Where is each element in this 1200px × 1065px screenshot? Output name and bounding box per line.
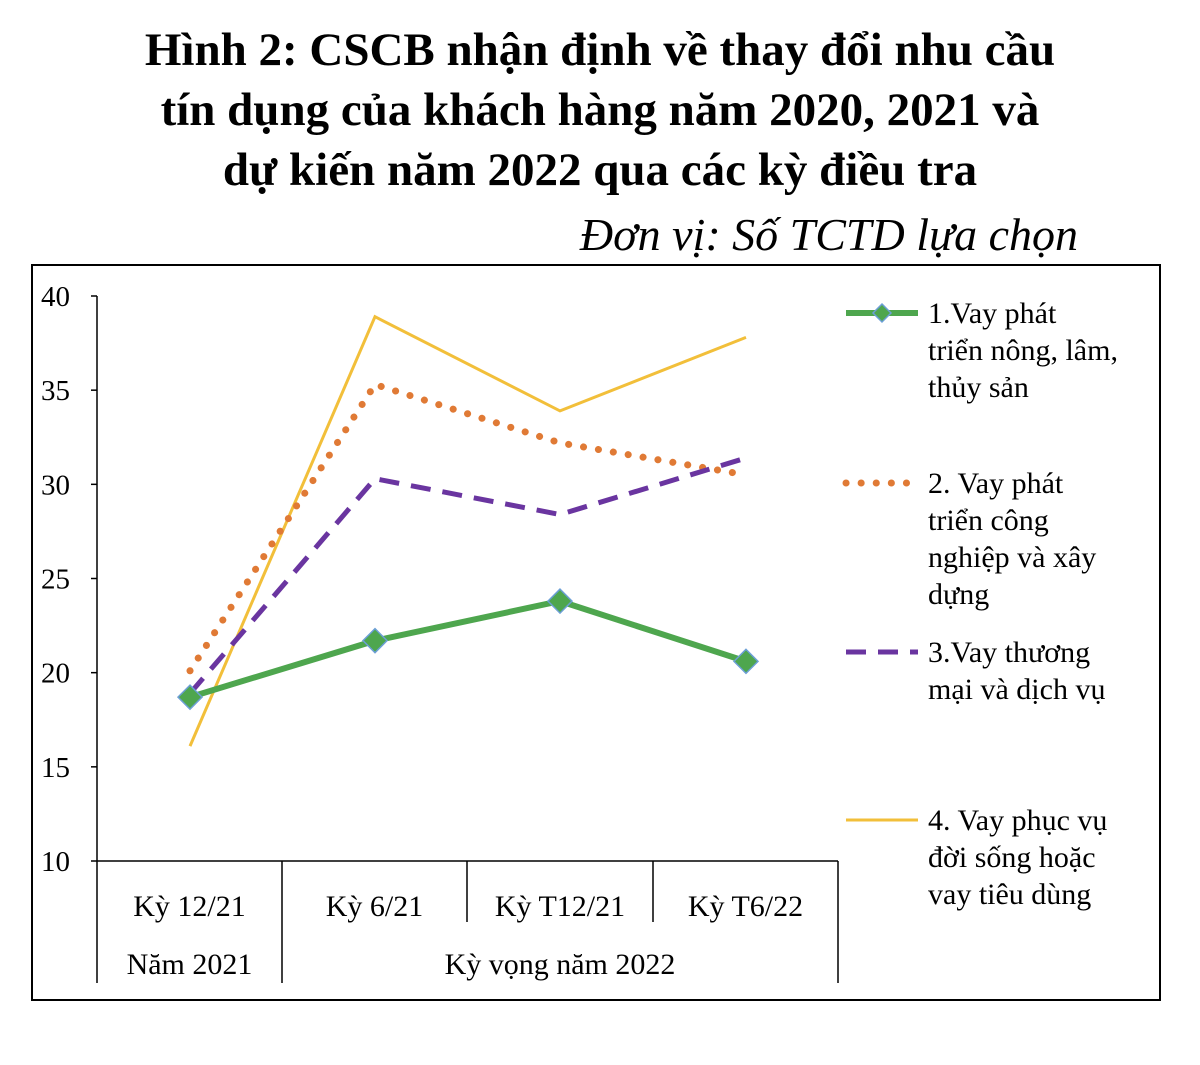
x-tick-label: Kỳ T12/21 — [495, 890, 625, 923]
legend-label: vay tiêu dùng — [928, 878, 1091, 911]
series-line — [188, 455, 747, 696]
chart-title: Hình 2: CSCB nhận định về thay đổi nhu c… — [0, 20, 1200, 200]
y-tick-label: 20 — [41, 658, 70, 690]
y-tick-label: 15 — [41, 752, 70, 784]
legend-label: nghiệp và xây — [928, 541, 1096, 574]
data-point-marker — [361, 627, 389, 654]
title-line: Hình 2: CSCB nhận định về thay đổi nhu c… — [144, 24, 1056, 76]
y-tick-label: 25 — [41, 564, 70, 596]
legend-label: thủy sản — [928, 371, 1029, 404]
legend-label: đời sống hoặc — [928, 841, 1096, 874]
legend-label: 1.Vay phát — [928, 297, 1057, 330]
series-line — [186, 380, 750, 675]
y-tick-label: 10 — [41, 846, 70, 878]
y-tick-label: 40 — [41, 281, 70, 313]
legend-label: 4. Vay phục vụ — [928, 804, 1107, 837]
series-line — [188, 314, 747, 747]
data-point-marker — [176, 684, 204, 711]
title-line: tín dụng của khách hàng năm 2020, 2021 v… — [160, 84, 1040, 136]
chart-frame — [31, 264, 1161, 1001]
legend-label: triển công — [928, 504, 1049, 537]
legend-marker — [871, 302, 893, 324]
y-tick-label: 30 — [41, 469, 70, 501]
legend-label: mại và dịch vụ — [928, 673, 1105, 706]
y-tick-label: 35 — [41, 375, 70, 407]
data-point-marker — [732, 648, 760, 675]
series-line — [189, 597, 747, 700]
x-group-label: Kỳ vọng năm 2022 — [445, 948, 676, 981]
x-tick-label: Kỳ 12/21 — [133, 890, 246, 923]
legend-label: 3.Vay thương — [928, 636, 1090, 669]
title-line: dự kiến năm 2022 qua các kỳ điều tra — [222, 144, 978, 196]
unit-label: Đơn vị: Số TCTD lựa chọn — [579, 209, 1078, 260]
legend-label: triển nông, lâm, — [928, 334, 1118, 367]
x-tick-label: Kỳ 6/21 — [326, 890, 424, 923]
x-tick-label: Kỳ T6/22 — [688, 890, 803, 923]
data-point-marker — [546, 588, 574, 615]
legend-label: dựng — [928, 578, 989, 611]
legend-label: 2. Vay phát — [928, 467, 1064, 500]
x-group-label: Năm 2021 — [127, 948, 253, 981]
